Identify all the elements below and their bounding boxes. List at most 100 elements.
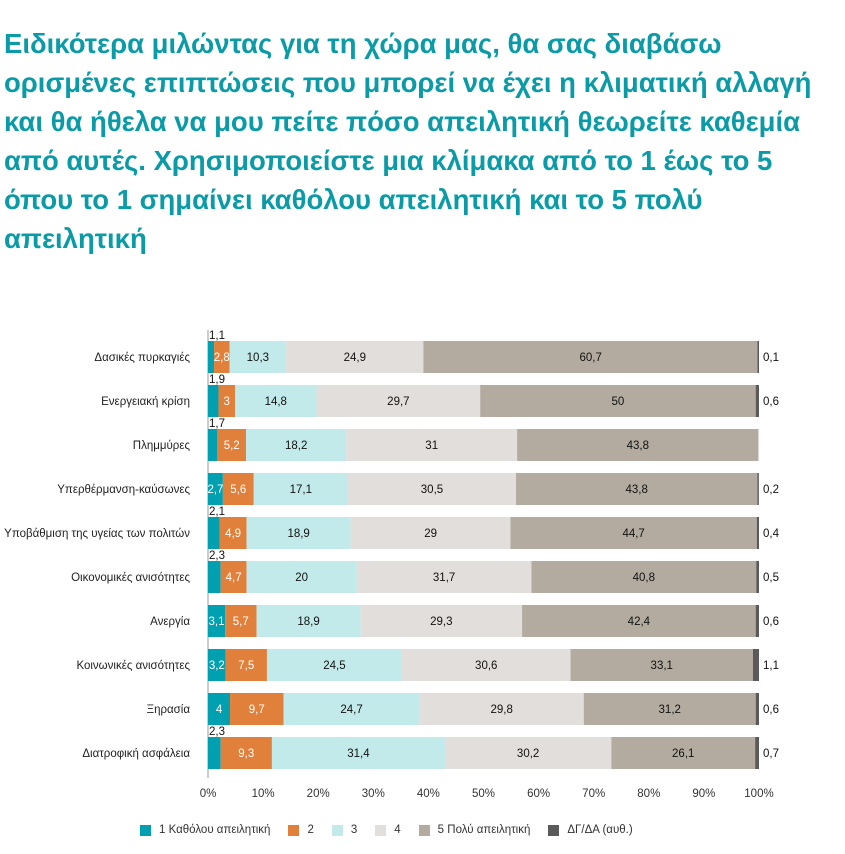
bar-segment [229,341,287,373]
data-label: 2,3 [209,726,225,738]
bar-segment [208,649,226,681]
bar-segment [531,561,757,593]
bar-segment [208,429,218,461]
bar-segment [222,473,254,505]
data-label: 29,8 [490,704,512,716]
bar-segment [516,473,758,505]
category-label: Διατροφική ασφάλεια [82,748,190,760]
data-label: 0,6 [763,396,779,408]
data-label: 2,7 [207,484,223,496]
data-label: 60,7 [579,352,601,364]
bar-segment [756,561,759,593]
category-label: Υποβάθμιση της υγείας των πολιτών [4,528,190,540]
legend-label: 1 Καθόλου απειλητική [159,824,271,836]
x-tick-label: 60% [527,788,550,800]
category-label: Κοινωνικές ανισότητες [76,660,190,672]
data-label: 4,7 [226,572,242,584]
data-label: 1,9 [209,374,225,386]
data-label: 2,1 [209,506,225,518]
data-label: 24,7 [340,704,362,716]
category-label: Ανεργία [150,616,190,628]
legend-label: 2 [307,824,314,836]
bar-segment [219,517,247,549]
data-label: 2,3 [209,550,225,562]
data-label: 7,5 [238,660,254,672]
data-label: 17,1 [290,484,312,496]
data-label: 50 [612,396,625,408]
bar-segment [208,693,231,725]
data-label: 14,8 [265,396,287,408]
data-label: 30,2 [517,748,539,760]
bar-segment [234,385,317,417]
legend-item: ΔΓ/ΔΑ (αυθ.) [548,824,633,836]
data-label: 43,8 [627,440,649,452]
x-tick-label: 40% [417,788,440,800]
bar-segment [360,605,523,637]
bar-segment [208,341,215,373]
data-label: 0,6 [763,616,779,628]
legend: 1 Καθόλου απειλητική 2 3 4 5 Πολύ απειλητική… [140,824,633,836]
bar-segment [208,737,221,769]
legend-label: ΔΓ/ΔΑ (αυθ.) [567,824,633,836]
category-label: Πλημμύρες [133,440,191,452]
bar-segment [419,693,584,725]
data-label: 18,9 [287,528,309,540]
category-label: Οικονομικές ανισότητες [71,572,190,584]
x-tick-label: 0% [200,788,217,800]
bar-segment [480,385,756,417]
data-label: 0,2 [763,484,779,496]
data-label: 20 [295,572,308,584]
data-label: 31,4 [347,748,370,760]
legend-swatch [331,824,343,836]
data-label: 18,2 [285,440,307,452]
bar-segment [755,385,759,417]
data-label: 9,7 [249,704,265,716]
bar-segment [220,737,272,769]
x-tick-label: 10% [252,788,275,800]
data-label: 29,3 [430,616,452,628]
x-tick-label: 100% [744,788,773,800]
bar-segment [346,429,518,461]
data-label: 29 [424,528,437,540]
data-label: 3,2 [209,660,225,672]
bar-segment [755,605,759,637]
data-label: 4,9 [225,528,241,540]
legend-item: 1 Καθόλου απειλητική [140,824,270,836]
data-label: 30,6 [475,660,497,672]
bar-segment [522,605,756,637]
data-label: 24,9 [344,352,366,364]
data-label: 5,7 [233,616,249,628]
legend-swatch [548,824,560,836]
data-label: 10,3 [247,352,269,364]
bar-segment [316,385,481,417]
bar-segment [217,429,247,461]
bar-segment [208,517,220,549]
category-label: Ξηρασία [147,704,191,716]
bar-segment [583,693,756,725]
bar-segment [755,737,759,769]
bar-segment [220,561,247,593]
bar-segment [401,649,571,681]
x-tick-label: 30% [362,788,385,800]
bar-segment [286,341,424,373]
bar-segment [225,605,257,637]
bar-segment [756,517,759,549]
data-label: 5,2 [224,440,240,452]
bar-segment [253,473,348,505]
x-tick-label: 20% [307,788,330,800]
legend-label: 5 Πολύ απειλητική [437,824,531,836]
legend-item: 5 Πολύ απειλητική [418,824,531,836]
legend-swatch [375,824,387,836]
x-tick-label: 80% [637,788,660,800]
data-label: 26,1 [672,748,694,760]
bar-segment [517,429,759,461]
data-label: 1,7 [209,418,225,430]
data-label: 0,5 [763,572,779,584]
bar-segment [757,341,759,373]
data-label: 43,8 [625,484,647,496]
bar-segment [283,693,420,725]
category-label: Δασικές πυρκαγιές [94,352,190,364]
bar-segment [611,737,756,769]
data-label: 31 [425,440,438,452]
